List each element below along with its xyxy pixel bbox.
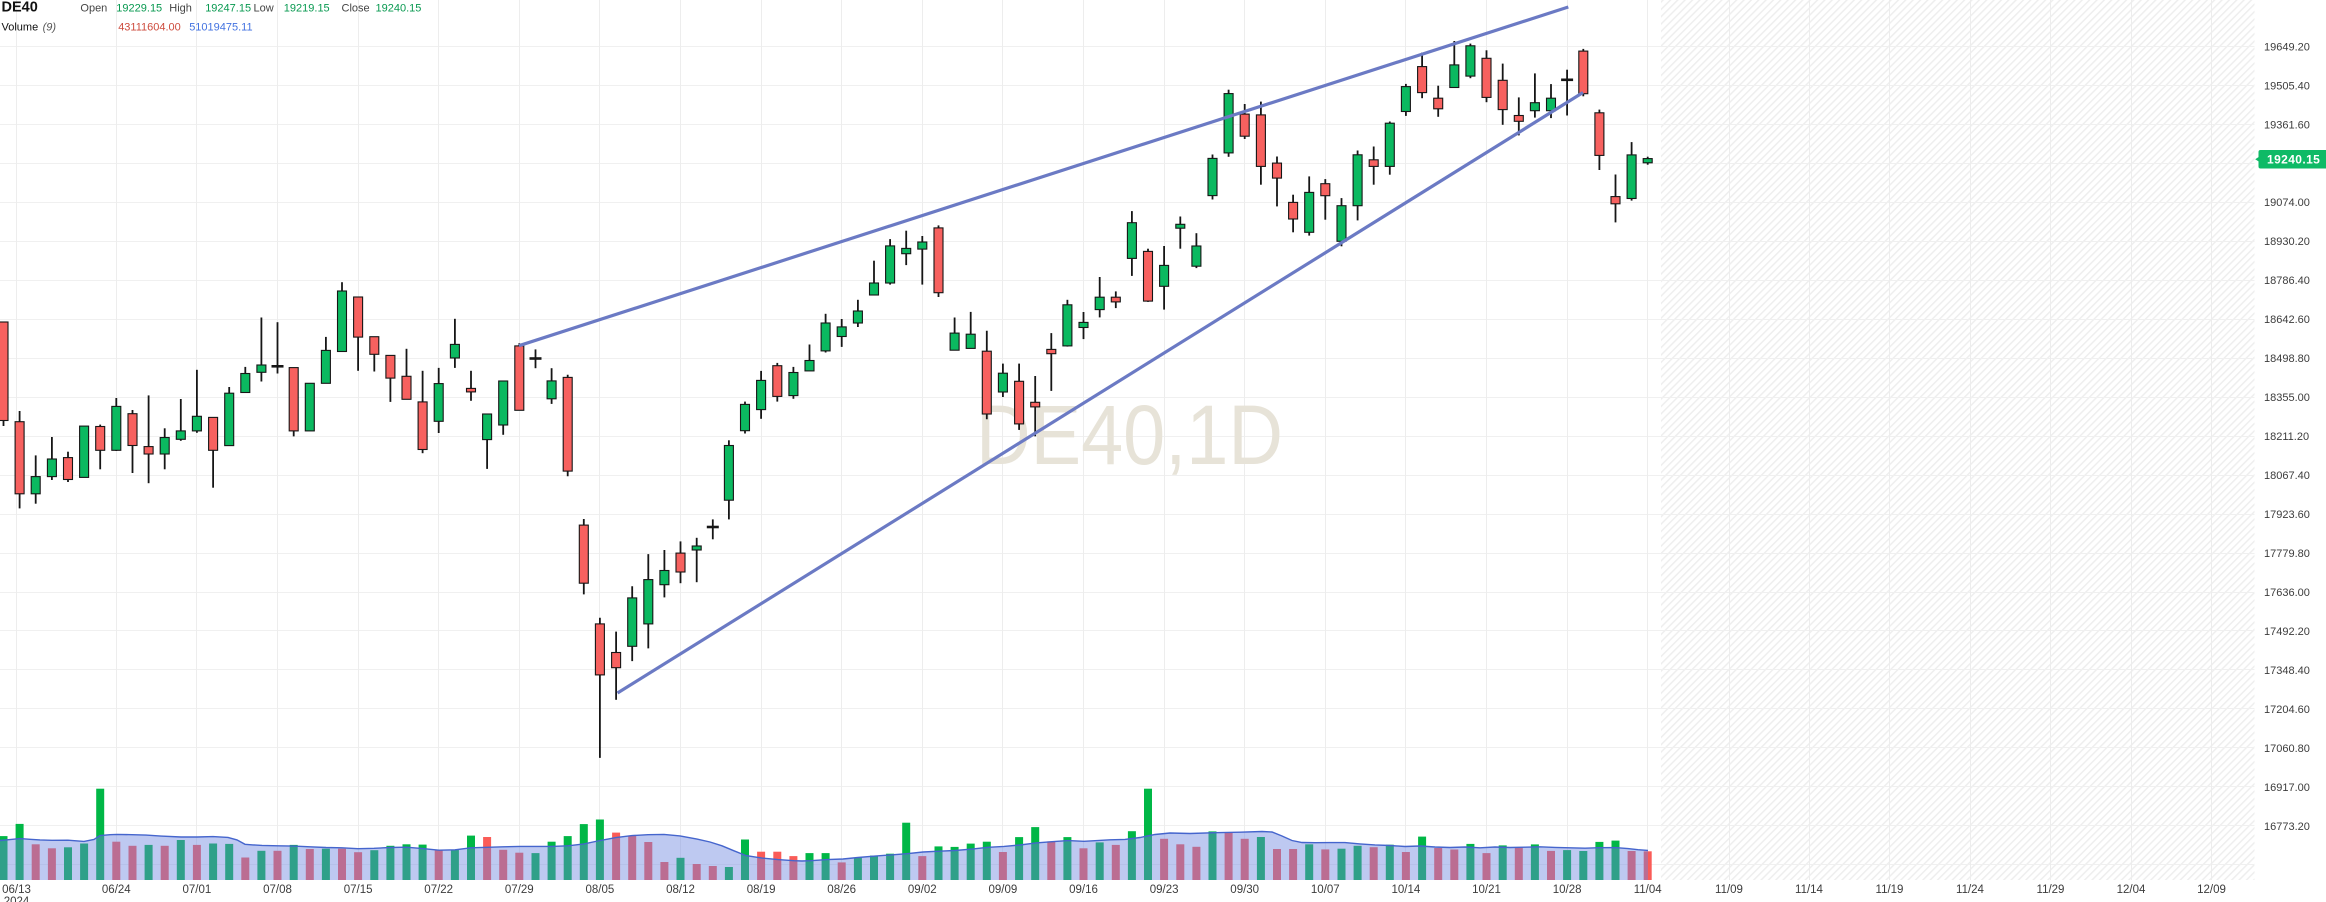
svg-text:08/26: 08/26 [827,884,856,896]
svg-text:07/08: 07/08 [263,884,292,896]
svg-text:19229.15: 19229.15 [116,3,162,15]
svg-text:09/23: 09/23 [1150,884,1179,896]
svg-text:17060.80: 17060.80 [2264,743,2310,755]
svg-text:09/02: 09/02 [908,884,937,896]
svg-text:19240.15: 19240.15 [2267,152,2320,166]
svg-text:2024: 2024 [4,896,30,902]
svg-text:11/09: 11/09 [1715,884,1743,896]
svg-text:18498.80: 18498.80 [2264,353,2310,365]
svg-text:12/04: 12/04 [2117,884,2146,896]
svg-text:19219.15: 19219.15 [284,3,330,15]
svg-text:19247.15: 19247.15 [205,3,251,15]
svg-text:18211.20: 18211.20 [2264,431,2309,443]
svg-text:06/13: 06/13 [2,884,31,896]
svg-text:11/19: 11/19 [1876,884,1904,896]
svg-text:Close: Close [342,3,370,15]
svg-text:Low: Low [254,3,274,15]
svg-text:07/29: 07/29 [505,884,534,896]
svg-text:09/09: 09/09 [989,884,1018,896]
svg-text:10/21: 10/21 [1472,884,1501,896]
svg-text:08/05: 08/05 [586,884,615,896]
svg-text:19505.40: 19505.40 [2264,80,2310,92]
svg-text:18355.00: 18355.00 [2264,392,2310,404]
svg-text:51019475.11: 51019475.11 [189,22,252,34]
svg-text:10/28: 10/28 [1553,884,1582,896]
svg-text:(9): (9) [43,22,57,34]
svg-text:DE40,1D: DE40,1D [976,388,1283,482]
svg-text:18786.40: 18786.40 [2264,275,2310,287]
svg-text:11/24: 11/24 [1956,884,1985,896]
svg-text:19074.00: 19074.00 [2264,197,2310,209]
svg-text:17636.00: 17636.00 [2264,587,2310,599]
svg-text:17779.80: 17779.80 [2264,548,2310,560]
svg-text:11/04: 11/04 [1634,884,1663,896]
svg-text:Open: Open [80,3,107,15]
svg-text:17492.20: 17492.20 [2264,626,2310,638]
svg-text:12/09: 12/09 [2197,884,2226,896]
svg-text:09/30: 09/30 [1230,884,1259,896]
svg-text:19240.15: 19240.15 [376,3,422,15]
svg-text:16917.00: 16917.00 [2264,782,2310,794]
svg-text:11/29: 11/29 [2037,884,2065,896]
svg-text:18930.20: 18930.20 [2264,236,2310,248]
svg-text:07/22: 07/22 [424,884,453,896]
svg-text:DE40: DE40 [2,0,38,16]
svg-text:10/14: 10/14 [1392,884,1421,896]
svg-text:08/12: 08/12 [666,884,695,896]
svg-text:19361.60: 19361.60 [2264,119,2310,131]
svg-text:07/01: 07/01 [183,884,212,896]
svg-text:08/19: 08/19 [747,884,776,896]
svg-text:18067.40: 18067.40 [2264,470,2310,482]
svg-text:16773.20: 16773.20 [2264,821,2310,833]
svg-text:09/16: 09/16 [1069,884,1098,896]
svg-text:43111604.00: 43111604.00 [118,22,181,34]
svg-text:10/07: 10/07 [1311,884,1340,896]
svg-text:17923.60: 17923.60 [2264,509,2310,521]
svg-text:Volume: Volume [2,22,39,34]
svg-text:17348.40: 17348.40 [2264,665,2310,677]
svg-text:19649.20: 19649.20 [2264,41,2310,53]
svg-text:17204.60: 17204.60 [2264,704,2310,716]
svg-text:18642.60: 18642.60 [2264,314,2310,326]
svg-text:07/15: 07/15 [344,884,373,896]
svg-text:06/24: 06/24 [102,884,131,896]
svg-text:High: High [169,3,192,15]
svg-text:11/14: 11/14 [1795,884,1824,896]
